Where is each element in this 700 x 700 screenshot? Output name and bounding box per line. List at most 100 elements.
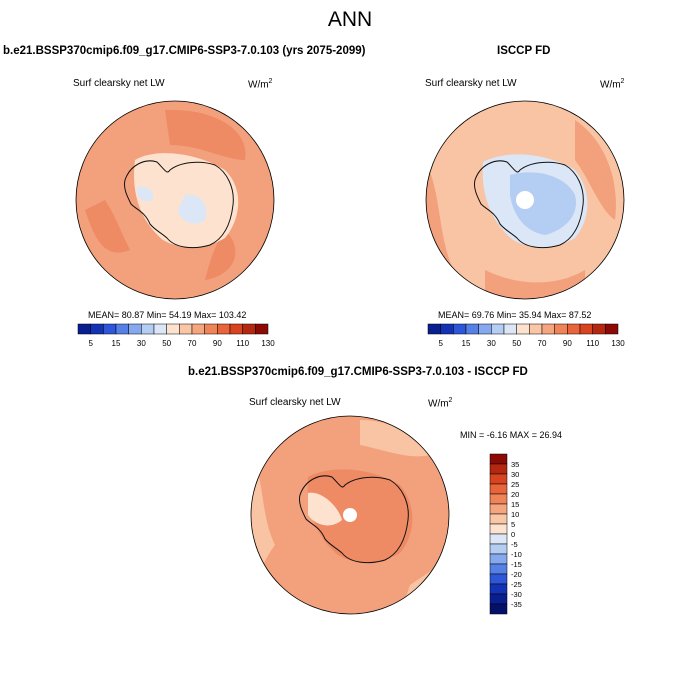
colorbar-swatch — [529, 323, 543, 335]
map2-coastline — [474, 160, 584, 249]
colorbar-swatch — [440, 323, 454, 335]
colorbar-swatch — [242, 323, 256, 335]
colorbar-swatch — [579, 323, 593, 335]
colorbar-swatch — [217, 323, 231, 335]
map1-ocean-warm-band — [205, 230, 236, 280]
map1-interior-cool-zone — [136, 186, 154, 202]
panel1-colorbar: 5 15 30 50 70 90 110 130 — [77, 323, 275, 348]
difference-colorbar-swatch — [489, 533, 508, 545]
colorbar-swatch — [90, 323, 104, 335]
colorbar-tick-label: 5 — [88, 339, 93, 348]
colorbar-swatch — [605, 323, 619, 335]
panel2-colorbar: 5 15 30 50 70 90 110 130 — [427, 323, 625, 348]
colorbar-swatch — [204, 323, 218, 335]
colorbar-swatch — [141, 323, 155, 335]
colorbar-swatch — [453, 323, 467, 335]
colorbar-swatch — [478, 323, 492, 335]
colorbar-tick-label: 110 — [236, 339, 249, 348]
difference-colorbar-swatch — [489, 553, 508, 565]
difference-colorbar-swatch — [489, 573, 508, 585]
difference-colorbar-swatch — [489, 563, 508, 575]
colorbar-swatch — [166, 323, 180, 335]
colorbar-swatch — [229, 323, 243, 335]
colorbar-tick-label: 15 — [112, 339, 121, 348]
colorbar-swatch — [103, 323, 117, 335]
map3-peninsula-light-zone — [308, 492, 342, 526]
colorbar-swatch — [592, 323, 606, 335]
colorbar-tick-label: 50 — [162, 339, 171, 348]
panel2-variable-label: Surf clearsky net LW — [425, 78, 517, 89]
map1-ocean-warm-band — [165, 109, 246, 160]
colorbar-tick-label: 130 — [261, 339, 275, 348]
difference-colorbar-label: 30 — [511, 470, 519, 479]
colorbar-tick-label: 90 — [213, 339, 222, 348]
colorbar-tick-label: 70 — [538, 339, 547, 348]
map1-interior-cool-zone — [178, 194, 207, 224]
difference-colorbar-label: 0 — [511, 530, 515, 539]
colorbar-tick-label: 30 — [137, 339, 146, 348]
difference-colorbar-swatch — [489, 543, 508, 555]
map3-ocean-low-band — [360, 420, 430, 457]
difference-colorbar-swatch — [489, 593, 508, 605]
colorbar-swatch — [541, 323, 555, 335]
panel1-polar-map — [75, 100, 275, 300]
difference-colorbar-swatch — [489, 523, 508, 535]
difference-colorbar-label: 15 — [511, 500, 519, 509]
difference-colorbar-swatch — [489, 453, 508, 465]
colorbar-tick-label: 130 — [611, 339, 625, 348]
difference-colorbar-label: 35 — [511, 460, 519, 469]
colorbar-swatch — [567, 323, 581, 335]
difference-colorbar-label: -25 — [511, 580, 522, 589]
panel1-units: W/m2 — [248, 78, 273, 91]
map2-boundary — [425, 100, 625, 300]
panel1-stats: MEAN= 80.87 Min= 54.19 Max= 103.42 — [88, 310, 247, 320]
difference-colorbar-swatch — [489, 513, 508, 525]
figure-title: ANN — [327, 8, 373, 31]
difference-colorbar-swatch — [489, 503, 508, 515]
colorbar-swatch — [491, 323, 505, 335]
map1-coastline — [124, 160, 234, 249]
colorbar-tick-label: 5 — [438, 339, 443, 348]
panel2-case-title: ISCCP FD — [497, 45, 551, 57]
map2-interior-cool-zone — [510, 172, 576, 235]
colorbar-swatch — [77, 323, 91, 335]
difference-colorbar-swatch — [489, 473, 508, 485]
map3-coastline — [299, 475, 409, 564]
difference-colorbar-label: -30 — [511, 590, 522, 599]
map1-ocean-warm-band — [85, 200, 130, 253]
colorbar-swatch — [503, 323, 517, 335]
colorbar-swatch — [115, 323, 129, 335]
map3-antarctica-field — [307, 469, 413, 563]
map2-ocean-warm-band — [575, 120, 616, 220]
colorbar-tick-label: 15 — [462, 339, 471, 348]
difference-colorbar-label: 10 — [511, 510, 519, 519]
difference-colorbar-label: -15 — [511, 560, 522, 569]
map1-boundary — [75, 100, 275, 300]
colorbar-tick-label: 50 — [512, 339, 521, 348]
difference-variable-label: Surf clearsky net LW — [249, 397, 341, 408]
colorbar-swatch — [128, 323, 142, 335]
difference-colorbar-label: -20 — [511, 570, 522, 579]
difference-colorbar-label: -10 — [511, 550, 522, 559]
colorbar-swatch — [191, 323, 205, 335]
difference-colorbar-swatch — [489, 583, 508, 595]
colorbar-tick-label: 70 — [188, 339, 197, 348]
panel2-polar-map — [425, 100, 625, 300]
map2-pole-hole — [516, 191, 534, 209]
difference-colorbar-label: -35 — [511, 600, 522, 609]
colorbar-swatch — [427, 323, 441, 335]
difference-colorbar-swatch — [489, 463, 508, 475]
colorbar-swatch — [153, 323, 167, 335]
colorbar-swatch — [179, 323, 193, 335]
colorbar-swatch — [516, 323, 530, 335]
panel1-case-title: b.e21.BSSP370cmip6.f09_g17.CMIP6-SSP3-7.… — [3, 45, 366, 57]
difference-polar-map — [250, 415, 450, 615]
colorbar-swatch — [554, 323, 568, 335]
colorbar-tick-label: 110 — [586, 339, 599, 348]
colorbar-swatch — [465, 323, 479, 335]
difference-units: W/m2 — [428, 397, 453, 410]
difference-title: b.e21.BSSP370cmip6.f09_g17.CMIP6-SSP3-7.… — [188, 366, 528, 378]
difference-colorbar-label: -5 — [511, 540, 518, 549]
difference-colorbar-label: 25 — [511, 480, 519, 489]
